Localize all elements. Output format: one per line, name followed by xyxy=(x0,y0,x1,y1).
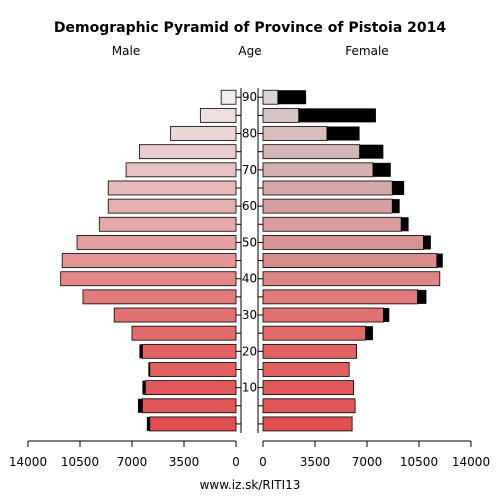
female-foreign-bar-90 xyxy=(277,90,307,105)
female-foreign-bar-30 xyxy=(383,308,390,323)
age-tick-label: 80 xyxy=(242,127,257,141)
male-x-tick-label: 3500 xyxy=(169,455,200,469)
male-bar-55 xyxy=(98,216,237,232)
bars-group xyxy=(60,89,443,432)
female-bar-60 xyxy=(262,198,393,214)
female-foreign-bar-35 xyxy=(417,289,427,304)
female-x-tick-label: 14000 xyxy=(452,455,490,469)
male-bar-85 xyxy=(199,107,237,123)
male-bar-65 xyxy=(107,180,237,196)
male-bar-50 xyxy=(76,235,237,250)
male-bar-5 xyxy=(141,398,237,414)
female-bar-15 xyxy=(262,362,350,377)
female-foreign-bar-80 xyxy=(326,126,360,141)
male-bar-70 xyxy=(125,162,237,178)
female-foreign-bar-70 xyxy=(372,162,391,177)
female-bar-85 xyxy=(262,107,300,123)
female-bar-5 xyxy=(262,398,356,414)
male-bar-0 xyxy=(149,416,237,432)
male-bar-80 xyxy=(170,126,237,141)
female-bar-90 xyxy=(262,89,279,105)
male-bar-20 xyxy=(141,343,237,359)
female-foreign-bar-65 xyxy=(392,180,405,195)
female-foreign-bar-50 xyxy=(423,235,431,250)
female-label: Female xyxy=(345,44,388,58)
age-tick-label: 90 xyxy=(242,90,257,104)
male-x-tick-label: 10500 xyxy=(61,455,99,469)
age-tick-label: 60 xyxy=(242,199,257,213)
female-foreign-bar-60 xyxy=(392,199,400,214)
chart-title: Demographic Pyramid of Province of Pisto… xyxy=(54,20,446,36)
male-x-tick-label: 7000 xyxy=(117,455,148,469)
female-bar-25 xyxy=(262,325,366,341)
female-x-tick-label: 10500 xyxy=(400,455,438,469)
female-foreign-bar-85 xyxy=(298,108,376,123)
female-bar-75 xyxy=(262,144,360,160)
age-tick-label: 20 xyxy=(242,344,257,358)
male-bar-45 xyxy=(61,253,237,268)
female-bar-20 xyxy=(262,343,357,359)
female-bar-45 xyxy=(262,253,438,268)
male-bar-40 xyxy=(60,271,237,287)
age-tick-label: 70 xyxy=(242,163,257,177)
male-foreign-bar-5 xyxy=(137,398,143,413)
age-tick-label: 50 xyxy=(242,235,257,249)
female-bar-0 xyxy=(262,416,353,432)
male-foreign-bar-15 xyxy=(148,362,150,377)
female-foreign-bar-55 xyxy=(401,217,409,232)
female-bar-35 xyxy=(262,289,418,305)
male-bar-25 xyxy=(131,325,237,341)
male-label: Male xyxy=(112,44,140,58)
male-bar-35 xyxy=(82,289,237,305)
female-bar-50 xyxy=(262,235,424,250)
female-bar-10 xyxy=(262,380,355,396)
male-bar-15 xyxy=(149,362,237,377)
female-bar-65 xyxy=(262,180,393,196)
age-tick-label: 30 xyxy=(242,308,257,322)
male-bar-30 xyxy=(113,307,237,323)
female-bar-55 xyxy=(262,216,402,232)
female-x-tick-label: 7000 xyxy=(352,455,383,469)
age-tick-label: 40 xyxy=(242,272,257,286)
male-x-tick-label: 0 xyxy=(232,455,240,469)
male-foreign-bar-20 xyxy=(139,344,143,359)
female-x-tick-label: 3500 xyxy=(300,455,331,469)
age-label: Age xyxy=(238,44,261,58)
female-foreign-bar-45 xyxy=(436,253,443,268)
male-bar-60 xyxy=(107,198,237,214)
male-bar-75 xyxy=(139,144,237,160)
male-foreign-bar-0 xyxy=(146,416,150,431)
female-foreign-bar-25 xyxy=(365,326,373,341)
female-bar-80 xyxy=(262,126,328,141)
source-label: www.iz.sk/RITI13 xyxy=(200,478,301,492)
male-foreign-bar-10 xyxy=(142,380,146,395)
axes-group: 14000 10500 7000 3500 0 0 3500 7000 10500 14000 10… xyxy=(9,88,490,469)
male-bar-90 xyxy=(220,89,237,105)
male-bar-10 xyxy=(144,380,237,396)
male-x-tick-label: 14000 xyxy=(9,455,47,469)
female-x-tick-label: 0 xyxy=(259,455,267,469)
age-tick-label: 10 xyxy=(242,381,257,395)
female-bar-40 xyxy=(262,271,441,287)
female-foreign-bar-75 xyxy=(359,144,384,159)
female-bar-70 xyxy=(262,162,374,178)
female-bar-30 xyxy=(262,307,384,323)
